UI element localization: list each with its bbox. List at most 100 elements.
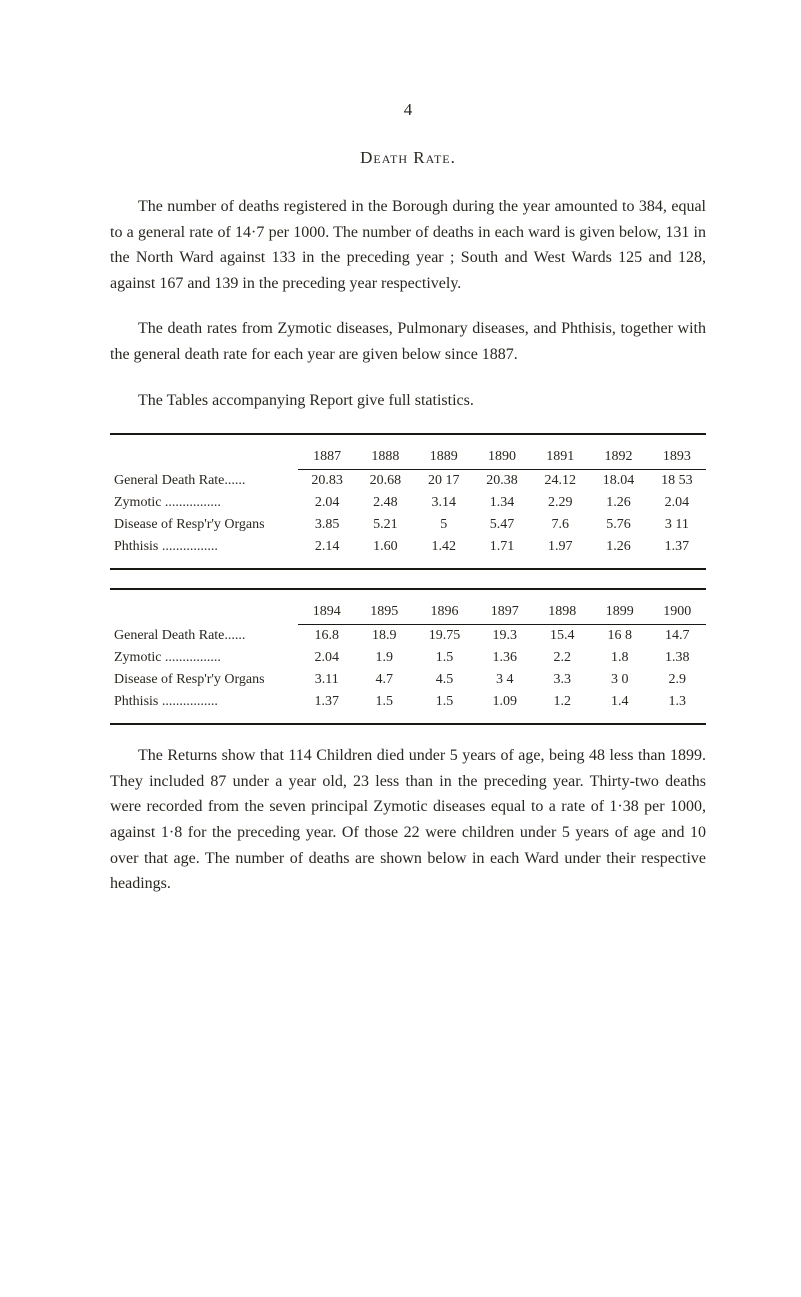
table-cell: 3.3 [534,669,591,691]
table-2-header-year: 1896 [413,600,476,625]
table-cell: 19.75 [413,625,476,648]
table-cell: 15.4 [534,625,591,648]
table-cell: 2.04 [298,492,356,514]
table-cell: 3 4 [476,669,533,691]
table-2-header-year: 1894 [298,600,355,625]
table-cell: 20 17 [415,470,473,493]
table-cell: 1.3 [648,691,706,713]
table-cell: 2.29 [531,492,589,514]
table-cell: 20.83 [298,470,356,493]
table-cell: 19.3 [476,625,533,648]
table-2: 1894 1895 1896 1897 1898 1899 1900 Gener… [110,600,706,713]
table-1-row-label: Phthisis ................ [110,536,298,558]
table-cell: 4.7 [355,669,412,691]
table-row: Disease of Resp'r'y Organs 3.85 5.21 5 5… [110,514,706,536]
table-cell: 5.47 [473,514,531,536]
table-1-header-year: 1893 [648,445,706,470]
table-cell: 3.85 [298,514,356,536]
table-cell: 3 0 [591,669,648,691]
table-1-header-year: 1889 [415,445,473,470]
table-cell: 1.09 [476,691,533,713]
table-1-header-year: 1890 [473,445,531,470]
table-cell: 1.26 [589,536,647,558]
table-row: Phthisis ................ 1.37 1.5 1.5 1… [110,691,706,713]
table-2-row-label: Phthisis ................ [110,691,298,713]
table-cell: 4.5 [413,669,476,691]
table-cell: 3 11 [648,514,706,536]
table-1-header-year: 1888 [356,445,414,470]
table-1-header-year: 1892 [589,445,647,470]
paragraph-3: The Tables accompanying Report give full… [110,388,706,414]
table-cell: 2.14 [298,536,356,558]
table-2-header-year: 1895 [355,600,412,625]
table-1-header-year: 1887 [298,445,356,470]
table-row: General Death Rate...... 20.83 20.68 20 … [110,470,706,493]
table-cell: 1.37 [298,691,355,713]
table-cell: 3.11 [298,669,355,691]
table-cell: 5.21 [356,514,414,536]
table-cell: 20.38 [473,470,531,493]
table-cell: 1.37 [648,536,706,558]
table-cell: 1.38 [648,647,706,669]
table-cell: 18 53 [648,470,706,493]
table-2-header-year: 1898 [534,600,591,625]
table-cell: 1.60 [356,536,414,558]
table-cell: 1.26 [589,492,647,514]
table-1-header-row: 1887 1888 1889 1890 1891 1892 1893 [110,445,706,470]
table-2-header-row: 1894 1895 1896 1897 1898 1899 1900 [110,600,706,625]
table-cell: 16 8 [591,625,648,648]
table-row: Disease of Resp'r'y Organs 3.11 4.7 4.5 … [110,669,706,691]
table-1-row-label: General Death Rate...... [110,470,298,493]
paragraph-4: The Returns show that 114 Children died … [110,743,706,897]
table-2-container: 1894 1895 1896 1897 1898 1899 1900 Gener… [110,588,706,725]
table-2-header-year: 1900 [648,600,706,625]
table-cell: 2.04 [648,492,706,514]
table-cell: 5 [415,514,473,536]
table-2-row-label: General Death Rate...... [110,625,298,648]
table-2-row-label: Zymotic ................ [110,647,298,669]
table-cell: 1.9 [355,647,412,669]
table-cell: 20.68 [356,470,414,493]
table-cell: 24.12 [531,470,589,493]
table-row: Zymotic ................ 2.04 2.48 3.14 … [110,492,706,514]
table-cell: 3.14 [415,492,473,514]
table-cell: 2.9 [648,669,706,691]
table-cell: 1.42 [415,536,473,558]
table-cell: 1.2 [534,691,591,713]
page-container: 4 Death Rate. The number of deaths regis… [0,0,801,1297]
table-1-row-label: Disease of Resp'r'y Organs [110,514,298,536]
table-cell: 1.36 [476,647,533,669]
table-cell: 1.5 [355,691,412,713]
table-cell: 2.04 [298,647,355,669]
table-1-row-label: Zymotic ................ [110,492,298,514]
page-number: 4 [110,100,706,120]
table-cell: 1.8 [591,647,648,669]
table-cell: 1.5 [413,691,476,713]
table-1-header-empty [110,445,298,470]
table-row: Zymotic ................ 2.04 1.9 1.5 1.… [110,647,706,669]
table-cell: 18.9 [355,625,412,648]
table-cell: 2.2 [534,647,591,669]
table-cell: 1.97 [531,536,589,558]
table-2-header-year: 1899 [591,600,648,625]
table-1: 1887 1888 1889 1890 1891 1892 1893 Gener… [110,445,706,558]
table-cell: 1.71 [473,536,531,558]
table-1-header-year: 1891 [531,445,589,470]
table-cell: 14.7 [648,625,706,648]
table-1-container: 1887 1888 1889 1890 1891 1892 1893 Gener… [110,433,706,570]
table-cell: 7.6 [531,514,589,536]
table-cell: 1.5 [413,647,476,669]
table-cell: 2.48 [356,492,414,514]
table-row: Phthisis ................ 2.14 1.60 1.42… [110,536,706,558]
table-row: General Death Rate...... 16.8 18.9 19.75… [110,625,706,648]
table-cell: 5.76 [589,514,647,536]
section-title: Death Rate. [110,148,706,168]
table-cell: 1.4 [591,691,648,713]
table-2-row-label: Disease of Resp'r'y Organs [110,669,298,691]
table-cell: 1.34 [473,492,531,514]
paragraph-1: The number of deaths registered in the B… [110,194,706,296]
table-2-header-year: 1897 [476,600,533,625]
table-cell: 18.04 [589,470,647,493]
table-2-header-empty [110,600,298,625]
paragraph-2: The death rates from Zymotic diseases, P… [110,316,706,367]
